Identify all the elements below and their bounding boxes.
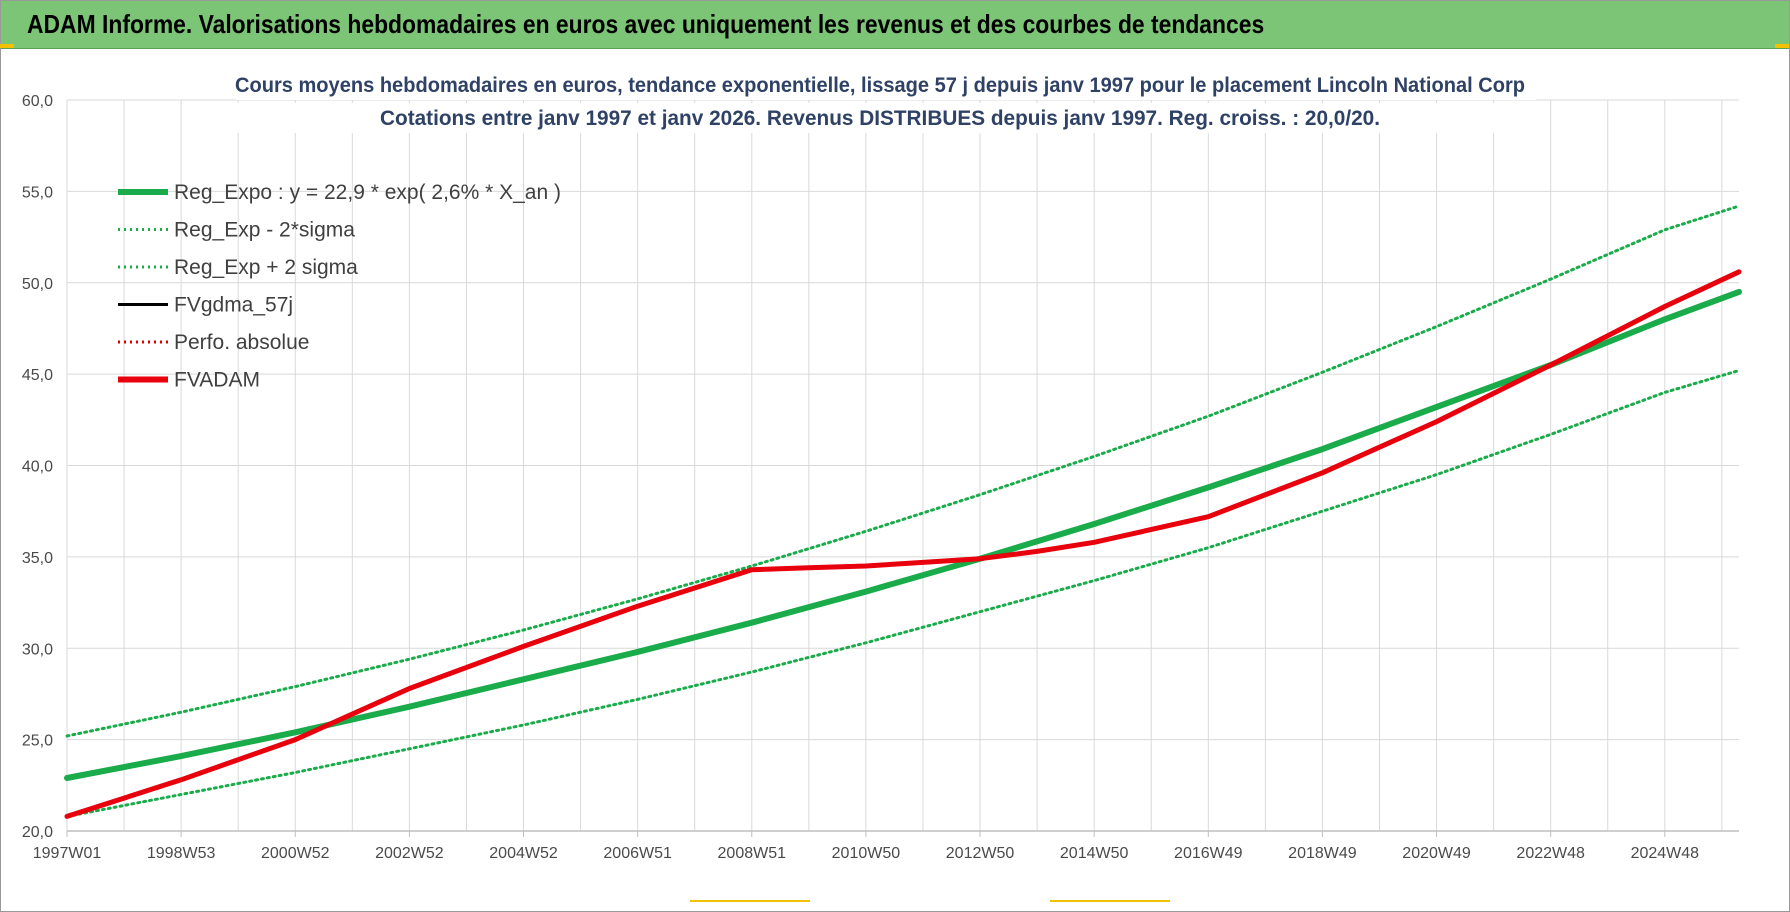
- chart-title-line: Cotations entre janv 1997 et janv 2026. …: [380, 107, 1380, 130]
- legend-label: Perfo. absolue: [174, 331, 309, 354]
- x-tick-label: 1997W01: [33, 845, 102, 862]
- y-tick-label: 25,0: [22, 733, 53, 750]
- report-banner: ADAM Informe. Valorisations hebdomadaire…: [1, 1, 1789, 49]
- corner-marker-left: [0, 44, 14, 48]
- y-tick-label: 35,0: [22, 550, 53, 567]
- x-tick-label: 2024W48: [1631, 845, 1700, 862]
- x-tick-label: 2012W50: [946, 845, 1015, 862]
- series-layer: [64, 204, 1742, 819]
- banner-title: ADAM Informe. Valorisations hebdomadaire…: [27, 9, 1265, 39]
- legend-label: FVgdma_57j: [174, 294, 293, 317]
- selection-marker-2: [1050, 900, 1170, 902]
- x-tick-label: 2000W52: [261, 845, 330, 862]
- title-background: [236, 103, 1536, 133]
- y-tick-label: 50,0: [22, 276, 53, 293]
- legend-label: Reg_Exp + 2 sigma: [174, 256, 358, 279]
- y-tick-label: 60,0: [22, 93, 53, 110]
- x-tick-label: 2020W49: [1402, 845, 1471, 862]
- y-tick-label: 45,0: [22, 367, 53, 384]
- x-tick-label: 2008W51: [718, 845, 787, 862]
- axes: 20,0 25,0 30,0 35,0 40,0 45,0 50,0 55,0 60,0 1997…: [22, 93, 1739, 862]
- series-line-3: [64, 269, 1742, 819]
- legend-label: FVADAM: [174, 369, 260, 392]
- x-tick-label: 2004W52: [489, 845, 558, 862]
- legend-label: Reg_Exp - 2*sigma: [174, 219, 355, 242]
- y-tick-label: 55,0: [22, 184, 53, 201]
- series-line-0: [64, 288, 1742, 781]
- title-background: [236, 70, 1536, 100]
- corner-marker-right: [1775, 44, 1789, 48]
- chart-title: Cours moyens hebdomadaires en euros, ten…: [235, 70, 1536, 133]
- y-tick-label: 30,0: [22, 641, 53, 658]
- x-tick-label: 2006W51: [603, 845, 672, 862]
- series-line-2: [65, 204, 1741, 738]
- x-tick-label: 2018W49: [1288, 845, 1357, 862]
- x-tick-label: 2014W50: [1060, 845, 1129, 862]
- chart-title-line: Cours moyens hebdomadaires en euros, ten…: [235, 74, 1525, 97]
- y-tick-label: 20,0: [22, 824, 53, 841]
- selection-marker-1: [690, 900, 810, 902]
- x-tick-label: 2002W52: [375, 845, 444, 862]
- series-line-1: [65, 369, 1741, 818]
- x-tick-label: 2022W48: [1516, 845, 1585, 862]
- x-tick-label: 2010W50: [832, 845, 901, 862]
- legend-label: Reg_Expo : y = 22,9 * exp( 2,6% * X_an ): [174, 181, 561, 204]
- x-tick-label: 2016W49: [1174, 845, 1243, 862]
- y-tick-label: 40,0: [22, 459, 53, 476]
- grid: [66, 99, 1739, 832]
- legend: Reg_Expo : y = 22,9 * exp( 2,6% * X_an )…: [118, 181, 561, 392]
- x-tick-label: 1998W53: [147, 845, 216, 862]
